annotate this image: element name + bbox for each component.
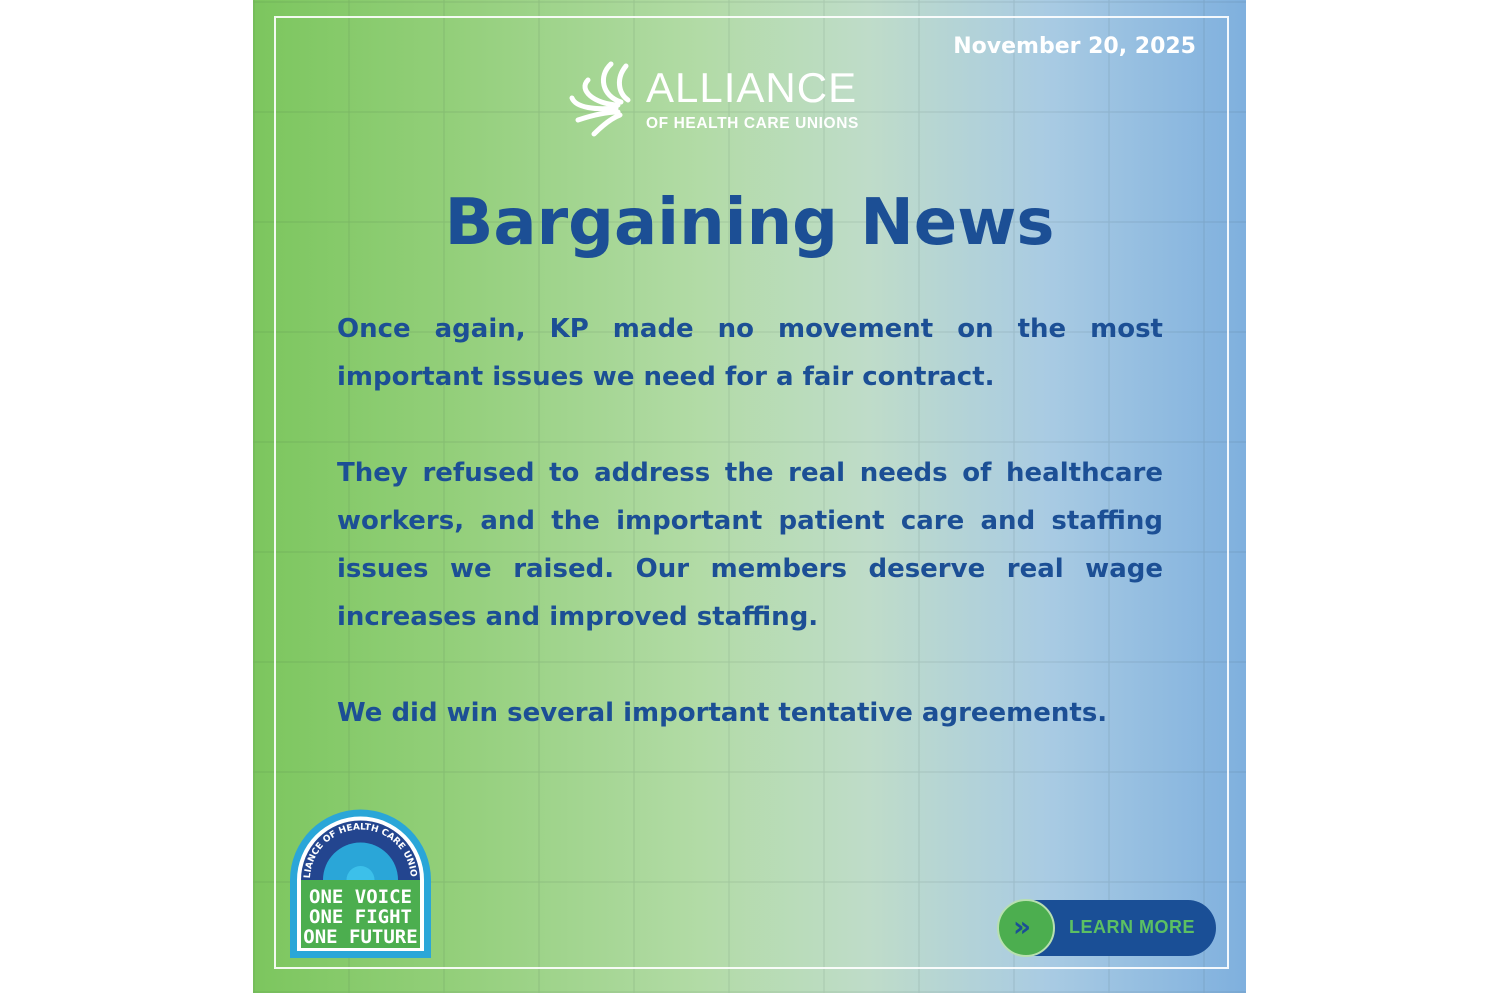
learn-more-button[interactable]: » LEARN MORE	[997, 899, 1216, 957]
one-voice-badge: ONE VOICE ONE FIGHT ONE FUTURE ALLIANCE …	[288, 808, 431, 958]
badge-line: ONE FUTURE	[303, 926, 417, 948]
learn-more-label: LEARN MORE	[1069, 917, 1195, 937]
paragraph: We did win several important tentative a…	[337, 698, 1108, 728]
paragraph: They refused to address the real needs o…	[337, 458, 1163, 632]
page-title: Bargaining News	[444, 186, 1055, 260]
border-frame	[274, 16, 1229, 969]
date: November 20, 2025	[953, 34, 1196, 59]
badge-line: ONE VOICE	[309, 886, 412, 908]
logo-wordmark: ALLIANCE	[646, 64, 858, 111]
photo-collage-background	[253, 0, 1246, 993]
bargaining-news-graphic: November 20, 2025 ALLIANCE OF HEALTH CAR…	[253, 0, 1246, 993]
alliance-logo: ALLIANCE OF HEALTH CARE UNIONS	[566, 58, 896, 140]
paragraph: Once again, KP made no movement on the m…	[337, 314, 1163, 392]
news-body: Once again, KP made no movement on the m…	[337, 305, 1163, 785]
logo-subtitle: OF HEALTH CARE UNIONS	[646, 115, 859, 132]
flower-petals-icon	[569, 61, 631, 137]
badge-line: ONE FIGHT	[309, 906, 412, 928]
double-chevron-right-icon: »	[997, 899, 1055, 957]
